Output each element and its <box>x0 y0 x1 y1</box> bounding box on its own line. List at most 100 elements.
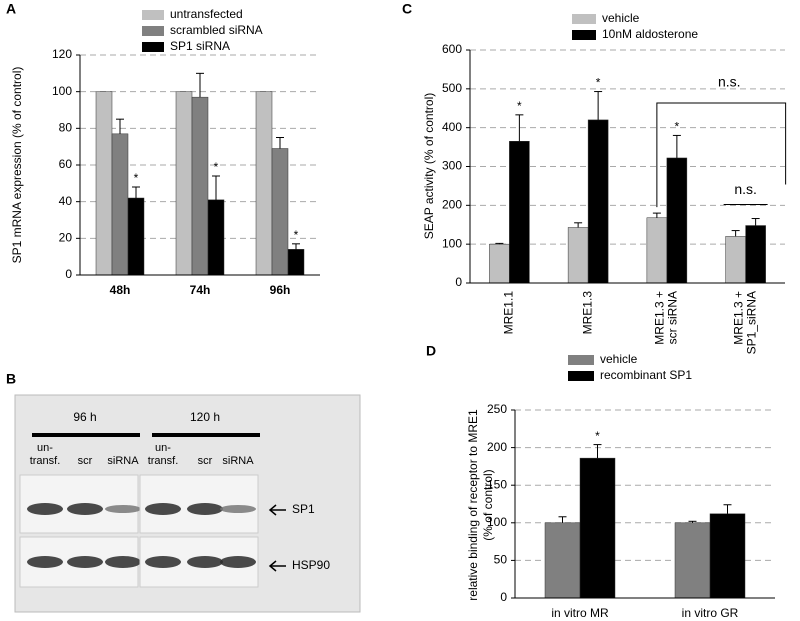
legend-label: 10nM aldosterone <box>602 27 698 41</box>
y-tick-label: 250 <box>487 402 507 416</box>
bar <box>255 91 273 276</box>
y-tick-label: 100 <box>487 515 507 529</box>
y-tick-label: 120 <box>52 47 72 61</box>
significance-marker: * <box>294 228 299 242</box>
legend-label: scrambled siRNA <box>170 23 263 37</box>
band <box>145 503 181 515</box>
x-tick-label: 96h <box>270 283 291 297</box>
y-tick-label: 50 <box>494 553 508 567</box>
error-bar <box>515 114 524 142</box>
bar <box>725 236 746 284</box>
legend-swatch <box>572 14 596 24</box>
band <box>27 503 63 515</box>
band <box>220 505 256 513</box>
error-bar <box>292 243 300 250</box>
lane-label: siRNA <box>222 455 254 467</box>
error-bar <box>652 212 661 218</box>
legend-swatch <box>142 26 164 36</box>
y-tick-label: 300 <box>442 159 462 173</box>
lane-label: siRNA <box>107 455 139 467</box>
x-tick-label: SP1_siRNA <box>744 291 758 354</box>
bar <box>127 197 145 276</box>
x-tick-label: MRE1.3 <box>580 291 594 335</box>
bar <box>709 513 746 599</box>
error-bar <box>688 520 697 523</box>
band-label: SP1 <box>292 502 315 516</box>
band <box>67 503 103 515</box>
legend-label: vehicle <box>602 11 640 25</box>
lane-label: scr <box>198 455 213 467</box>
band <box>187 503 223 515</box>
lane-label: transf. <box>30 455 61 467</box>
bar <box>95 91 113 276</box>
y-tick-label: 60 <box>59 157 73 171</box>
y-tick-label: 0 <box>455 275 462 289</box>
error-bar <box>132 186 140 198</box>
legend-swatch <box>142 42 164 52</box>
legend-label: untransfected <box>170 7 243 21</box>
y-tick-label: 80 <box>59 121 73 135</box>
bar <box>191 96 209 276</box>
bar <box>111 133 129 276</box>
group-label: 120 h <box>190 410 220 424</box>
band <box>27 556 63 568</box>
error-bar <box>672 134 681 158</box>
bar <box>271 148 289 276</box>
band <box>187 556 223 568</box>
error-bar <box>723 504 732 514</box>
error-bar <box>495 242 504 245</box>
legend-swatch <box>568 355 594 365</box>
x-tick-label: 48h <box>110 283 131 297</box>
significance-marker: * <box>595 429 600 443</box>
group-bar <box>32 433 140 437</box>
y-tick-label: 20 <box>59 231 73 245</box>
bar <box>207 199 225 276</box>
arrow-head <box>268 560 277 572</box>
x-tick-label: scr siRNA <box>666 291 680 344</box>
arrow-head <box>268 504 277 516</box>
y-tick-label: 400 <box>442 120 462 134</box>
bar <box>287 249 305 276</box>
panel-label: C <box>402 1 412 17</box>
y-tick-label: 0 <box>500 590 507 604</box>
group-label: 96 h <box>73 410 96 424</box>
lane-label: scr <box>78 455 93 467</box>
lane-label: transf. <box>148 455 179 467</box>
error-bar <box>558 516 567 523</box>
error-bar <box>212 175 220 200</box>
x-tick-label: in vitro GR <box>682 606 739 620</box>
band <box>105 556 141 568</box>
y-tick-label: 0 <box>65 267 72 281</box>
significance-marker: * <box>134 171 139 185</box>
significance-marker: * <box>214 160 219 174</box>
lane-label: un- <box>37 442 53 454</box>
x-tick-label: in vitro MR <box>551 606 609 620</box>
y-axis-label: (% of control) <box>481 469 495 540</box>
band <box>220 556 256 568</box>
error-bar <box>731 230 740 237</box>
x-tick-label: MRE1.3 + <box>653 291 667 345</box>
band <box>67 556 103 568</box>
y-tick-label: 100 <box>442 236 462 250</box>
legend-swatch <box>572 30 596 40</box>
y-axis-label: SEAP activity (% of control) <box>422 93 436 240</box>
bar <box>567 227 589 284</box>
bar <box>646 217 668 284</box>
x-tick-label: MRE1.3 + <box>731 291 745 345</box>
legend-label: vehicle <box>600 352 638 366</box>
bar <box>587 119 609 284</box>
annotation: n.s. <box>718 74 741 90</box>
y-tick-label: 500 <box>442 81 462 95</box>
significance-marker: * <box>596 76 601 90</box>
x-tick-label: MRE1.1 <box>502 291 516 335</box>
panel-label: D <box>426 343 436 359</box>
bar <box>666 157 688 284</box>
bar <box>544 522 581 599</box>
y-tick-label: 40 <box>59 194 73 208</box>
significance-marker: * <box>675 120 680 134</box>
band-label: HSP90 <box>292 558 330 572</box>
bar <box>489 243 510 284</box>
y-axis-label: SP1 mRNA expression (% of control) <box>10 67 24 264</box>
error-bar <box>276 137 284 149</box>
